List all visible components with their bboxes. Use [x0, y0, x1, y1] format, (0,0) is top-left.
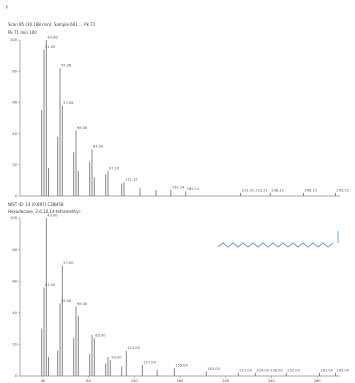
- peak-label: 295.22: [336, 188, 349, 192]
- y-tick-label: 60: [12, 279, 17, 283]
- peak-label: 165.11: [187, 187, 200, 191]
- peak-label: 113.00: [127, 346, 140, 350]
- peak-label: 69.00: [77, 302, 88, 306]
- y-tick-label: 40: [12, 132, 17, 136]
- corner-mark: F: [6, 5, 9, 10]
- peak-label: 155.00: [175, 364, 188, 368]
- peak-label: 211.00: [239, 368, 252, 372]
- y-tick-label: 100: [10, 38, 18, 42]
- peak-label: 41.00: [45, 283, 56, 287]
- peak-label: 213.31 223.21: [242, 188, 268, 192]
- y-tick-label: 80: [12, 248, 17, 252]
- peak-label: 83.09: [93, 145, 104, 149]
- mass-spectrum-library-panel: NIST ID: 14 (0.897) C28H58 Hexadecane, 2…: [8, 202, 350, 383]
- y-tick-label: 60: [12, 101, 17, 105]
- peak-label: 85.00: [95, 334, 106, 338]
- peak-label: 97.10: [109, 167, 120, 171]
- y-tick-label: 100: [10, 216, 18, 220]
- peak-label: 99.00: [111, 356, 122, 360]
- peak-label: 152.14: [172, 185, 185, 189]
- y-tick-label: 80: [12, 69, 17, 73]
- chart-title: Scan 95 (10.188 min): Sample 601 ... Pk …: [8, 22, 96, 27]
- peak-label: 266.15: [304, 188, 317, 192]
- peak-label: 55.06: [61, 64, 72, 68]
- x-tick-label: 160: [177, 379, 185, 383]
- x-tick-label: 240: [268, 379, 276, 383]
- peak-label: 238.12: [271, 188, 284, 192]
- peak-label: 224.00 238.00: [256, 368, 283, 372]
- peak-label: 127.00: [143, 360, 156, 364]
- peak-label: 69.08: [77, 126, 88, 130]
- x-tick-label: 200: [222, 379, 230, 383]
- peak-label: 183.00: [207, 367, 220, 371]
- peak-label: 295.00: [336, 368, 349, 372]
- peak-label: 57.08: [63, 101, 74, 105]
- x-tick-label: 80: [86, 379, 91, 383]
- y-tick-label: 0: [15, 194, 18, 198]
- y-tick-label: 20: [12, 163, 17, 167]
- peak-label: 43.00: [47, 214, 58, 218]
- peak-label: 41.05: [45, 45, 55, 49]
- chart-subtitle: Pk 71 min 100: [8, 30, 37, 35]
- x-tick-label: 120: [131, 379, 139, 383]
- peak-label: 111.12: [125, 177, 138, 181]
- peak-label: 43.06: [47, 36, 58, 40]
- alkane-chain-structure-icon: [217, 231, 339, 248]
- peak-label: 57.00: [63, 261, 74, 265]
- peak-label: 252.00: [287, 368, 300, 372]
- y-tick-label: 20: [12, 343, 17, 347]
- peak-label: 55.00: [61, 299, 72, 303]
- x-tick-label: 280: [314, 379, 322, 383]
- y-tick-label: 40: [12, 311, 17, 315]
- peak-label: 281.00: [320, 368, 333, 372]
- mass-spectrum-sample-panel: Scan 95 (10.188 min): Sample 601 ... Pk …: [8, 22, 349, 198]
- chart-subtitle: Hexadecane, 2,6,10,14-tetramethyl-: [8, 209, 82, 214]
- chart-title: NIST ID: 14 (0.897) C28H58: [8, 202, 64, 207]
- x-tick-label: 40: [41, 379, 46, 383]
- y-tick-label: 0: [15, 374, 18, 378]
